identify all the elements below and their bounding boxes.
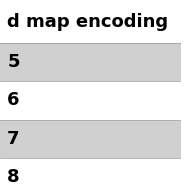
Text: 6: 6 xyxy=(7,92,20,109)
Bar xyxy=(0,81,181,120)
Bar xyxy=(0,158,181,196)
Text: 7: 7 xyxy=(7,130,20,148)
Bar xyxy=(0,43,181,81)
Text: d map encoding: d map encoding xyxy=(7,13,168,31)
Text: 8: 8 xyxy=(7,168,20,186)
Text: 5: 5 xyxy=(7,53,20,71)
Bar xyxy=(0,120,181,158)
